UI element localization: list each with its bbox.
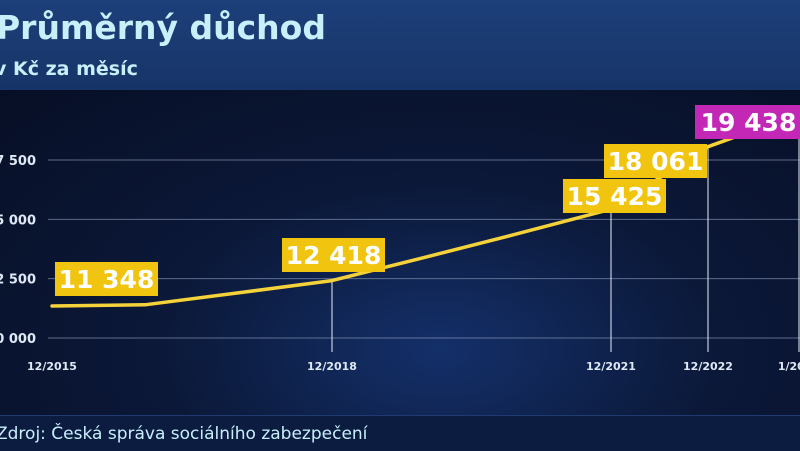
footer: Zdroj: Česká správa sociálního zabezpeče… (0, 415, 800, 451)
y-tick-label: 10 000 (0, 332, 36, 347)
data-label: 15 425 (563, 179, 666, 213)
data-label-text: 18 061 (608, 147, 704, 176)
data-label: 19 438 (695, 105, 800, 139)
data-point (424, 256, 427, 259)
data-point (331, 279, 334, 282)
data-label: 11 348 (55, 262, 158, 296)
data-point (144, 303, 147, 306)
x-tick-label: 12/2015 (27, 360, 77, 373)
x-tick-label: 12/2021 (586, 360, 636, 373)
data-label-text: 15 425 (567, 182, 663, 211)
x-tick-label: 1/2024 (778, 360, 800, 373)
source-note: Zdroj: Česká správa sociálního zabezpeče… (0, 424, 367, 444)
data-label-text: 11 348 (59, 265, 155, 294)
data-point (517, 232, 520, 235)
data-label: 18 061 (604, 144, 707, 178)
x-tick-label: 12/2018 (307, 360, 357, 373)
data-label-text: 19 438 (701, 108, 797, 137)
data-point (237, 291, 240, 294)
data-label-text: 12 418 (286, 241, 382, 270)
series-line (52, 114, 799, 306)
y-tick-label: 17 500 (0, 154, 36, 169)
x-tick-label: 12/2022 (683, 360, 733, 373)
y-tick-label: 15 000 (0, 213, 36, 228)
y-tick-label: 12 500 (0, 273, 36, 288)
data-point (51, 305, 54, 308)
data-label: 12 418 (282, 238, 385, 272)
